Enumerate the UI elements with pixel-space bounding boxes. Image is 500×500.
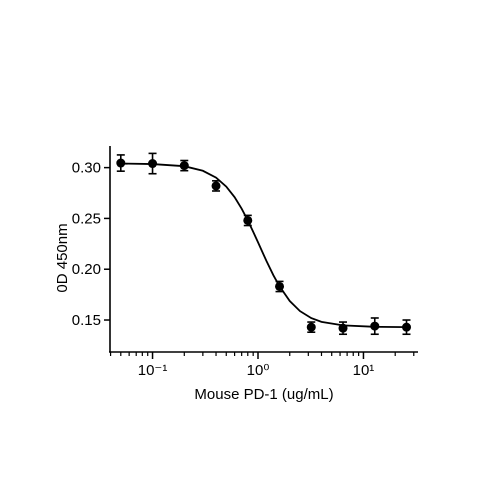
y-tick-label: 0.25	[72, 210, 101, 227]
fit-curve	[120, 162, 407, 329]
x-axis-label: Mouse PD-1 (ug/mL)	[194, 386, 333, 403]
data-point	[275, 281, 285, 291]
data-point	[306, 322, 316, 332]
data-point	[148, 159, 158, 169]
data-point	[243, 215, 253, 225]
data-point	[370, 321, 380, 331]
data-point	[211, 181, 221, 191]
y-tick-label: 0.30	[72, 160, 101, 177]
y-axis-label: 0D 450nm	[54, 223, 71, 292]
x-tick-label: 10⁰	[247, 362, 270, 379]
data-point	[116, 158, 126, 168]
y-tick-label: 0.20	[72, 261, 101, 278]
data-point	[179, 161, 189, 171]
data-point	[338, 323, 348, 333]
x-tick-label: 10¹	[353, 362, 375, 379]
y-tick-label: 0.15	[72, 312, 101, 329]
x-tick-label: 10⁻¹	[138, 362, 168, 379]
data-point	[402, 322, 412, 332]
